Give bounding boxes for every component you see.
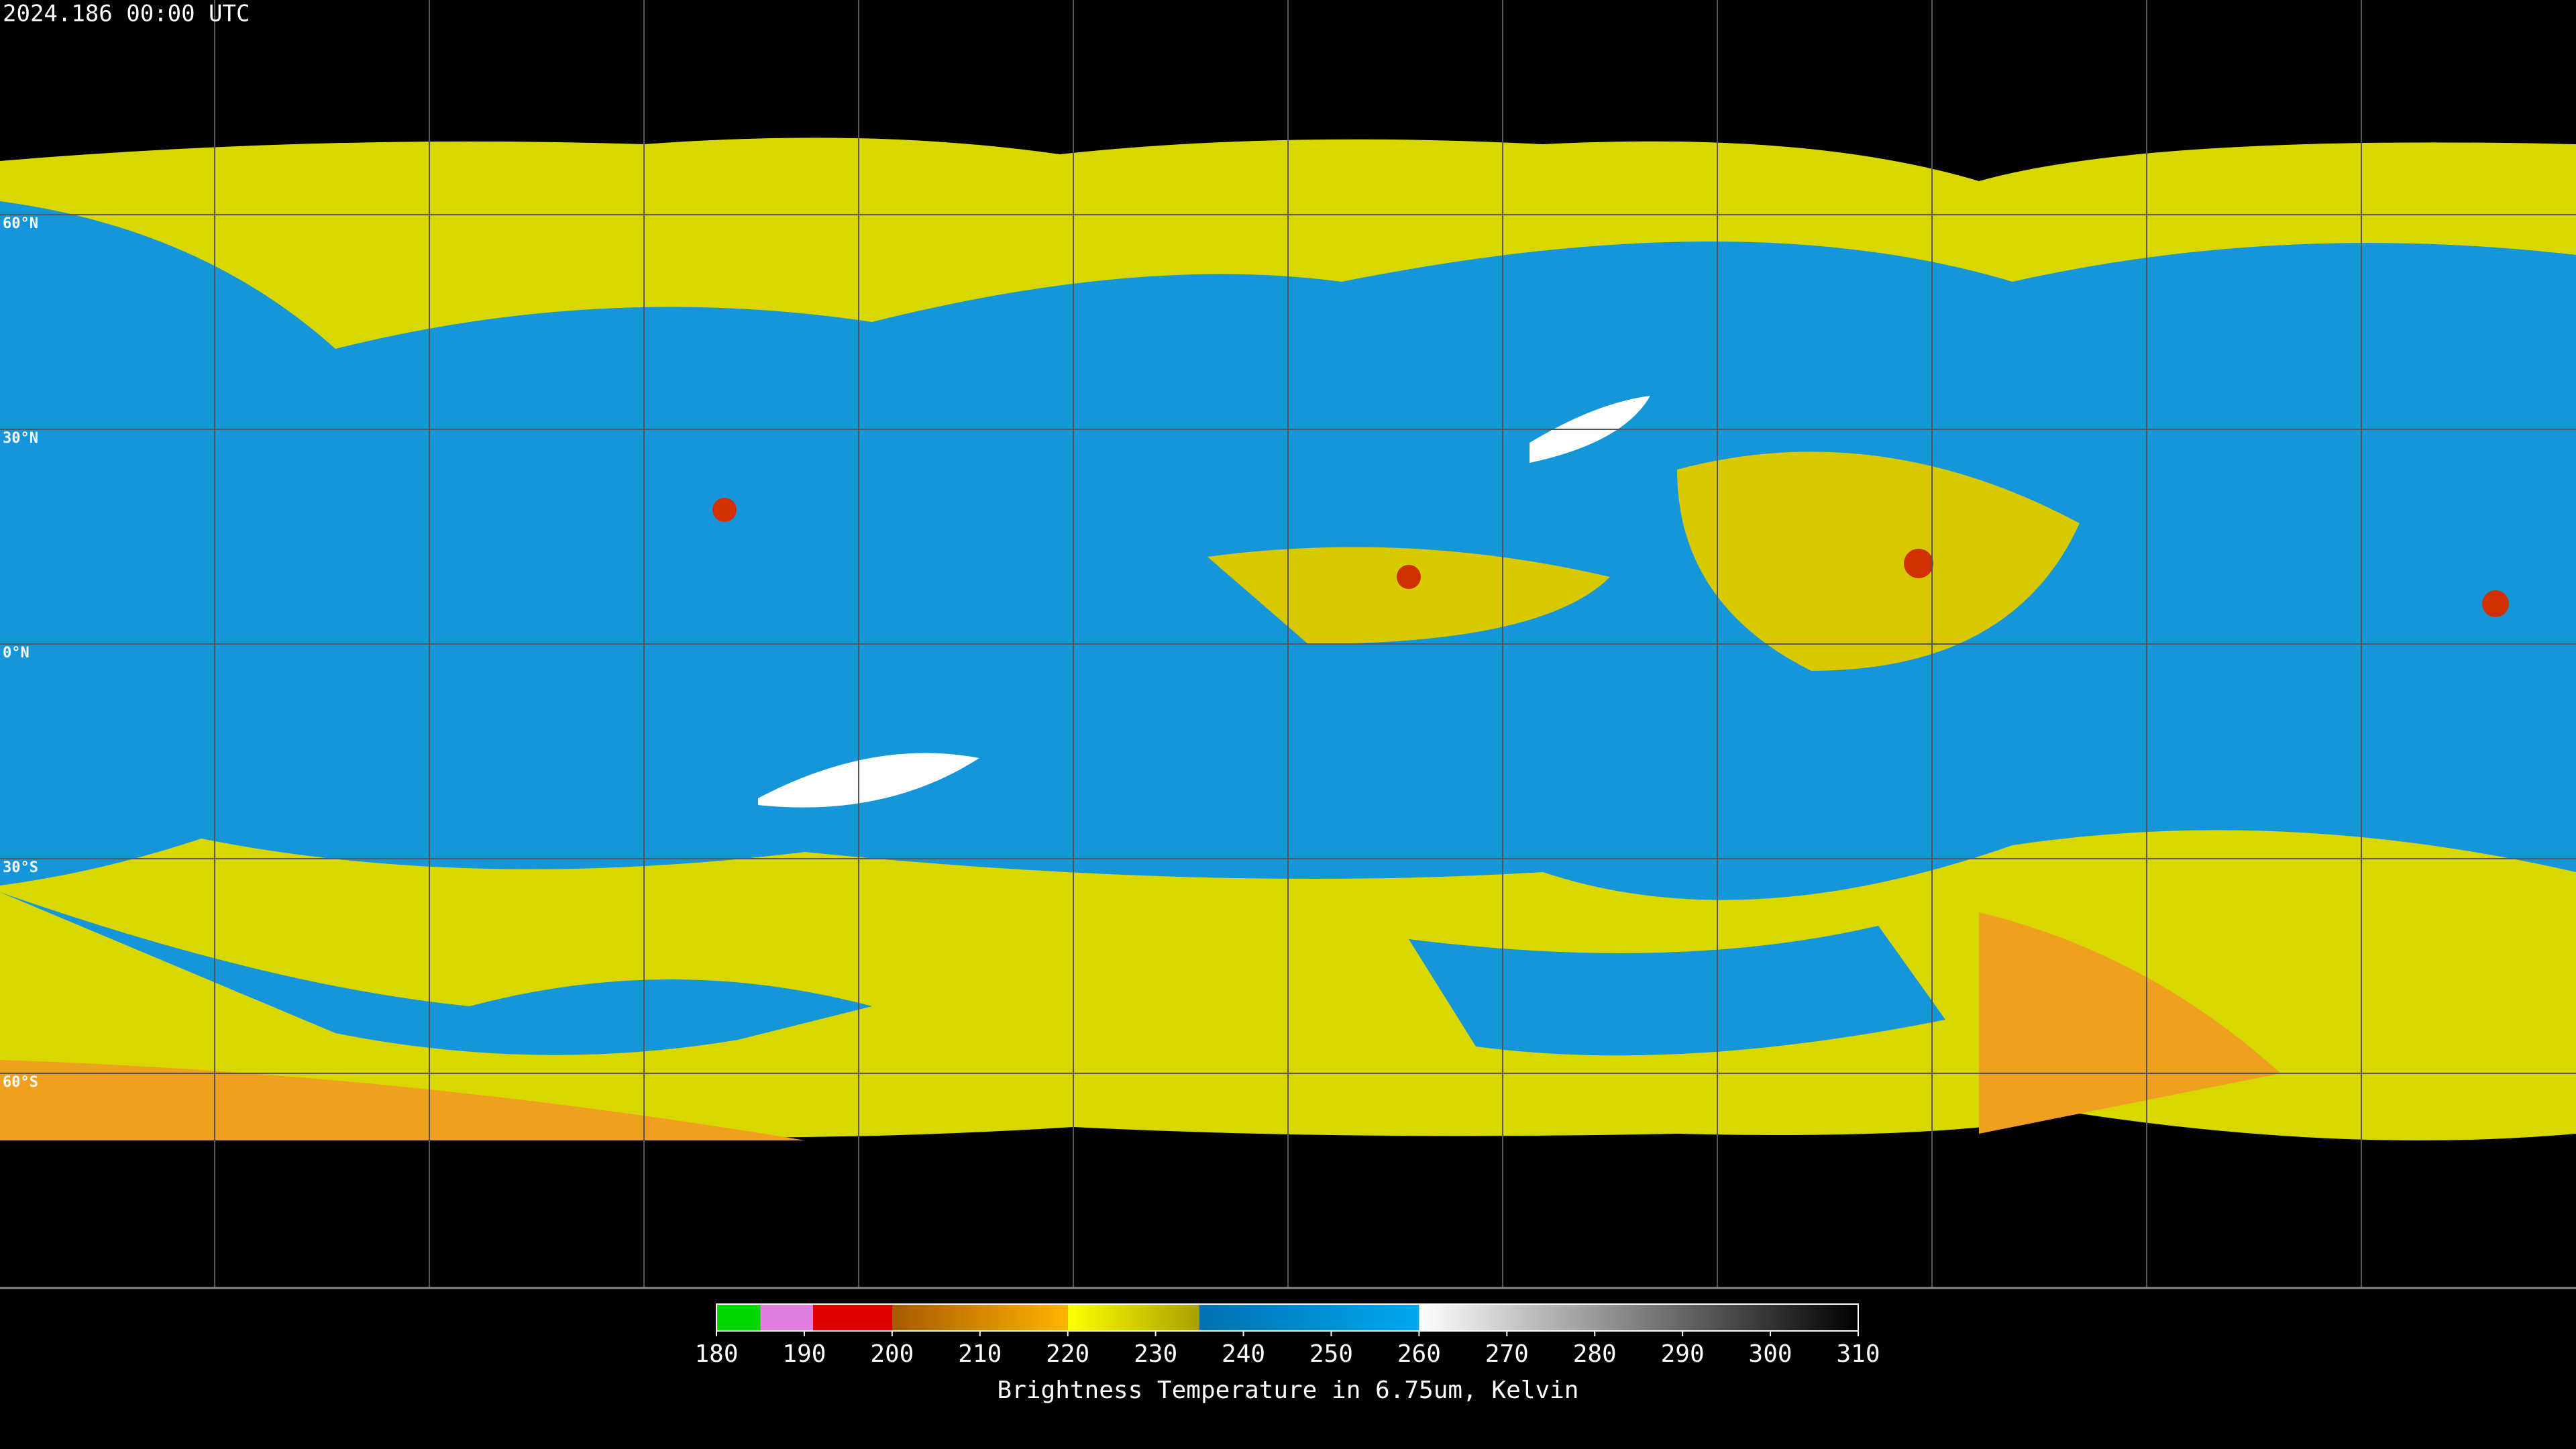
colorbar-tick-label: 310 [1836, 1340, 1880, 1368]
colorbar-tick-label: 190 [782, 1340, 826, 1368]
colorbar-segment [716, 1304, 761, 1331]
colorbar-tick-label: 290 [1661, 1340, 1705, 1368]
colorbar-title: Brightness Temperature in 6.75um, Kelvin [998, 1377, 1579, 1404]
colorbar-tick-label: 270 [1485, 1340, 1529, 1368]
colorbar-tick-label: 210 [958, 1340, 1002, 1368]
colorbar-segment [760, 1304, 814, 1331]
lat-label: 30°S [3, 859, 38, 876]
colorbar-tick-label: 200 [870, 1340, 914, 1368]
colorbar-tick-label: 300 [1749, 1340, 1792, 1368]
lat-label: 30°N [3, 430, 38, 447]
colorbar-tick-label: 230 [1134, 1340, 1177, 1368]
colorbar: 180 190 200 210 220 230 240 250 260 270 280 290 300 3… [694, 1303, 1880, 1368]
colorbar-segment [1419, 1304, 1858, 1331]
colorbar-tick-label: 180 [694, 1340, 738, 1368]
timestamp: 2024.186 00:00 UTC [3, 1, 250, 28]
colorbar-segment [1199, 1304, 1419, 1331]
colorbar-segment [892, 1304, 1068, 1331]
colorbar-segment [1067, 1304, 1200, 1331]
lat-label: 60°N [3, 215, 38, 232]
colorbar-tick-label: 260 [1397, 1340, 1441, 1368]
lat-label: 0°N [3, 645, 30, 661]
colorbar-tick-label: 250 [1309, 1340, 1353, 1368]
graticule: 60°N 30°N 0°N 30°S 60°S [0, 0, 2576, 1289]
colorbar-frame [716, 1303, 1859, 1332]
colorbar-tick-label: 220 [1046, 1340, 1089, 1368]
colorbar-tick-label: 240 [1222, 1340, 1265, 1368]
colorbar-segment [813, 1304, 892, 1331]
lat-label: 60°S [3, 1074, 38, 1091]
colorbar-tick-label: 280 [1573, 1340, 1617, 1368]
